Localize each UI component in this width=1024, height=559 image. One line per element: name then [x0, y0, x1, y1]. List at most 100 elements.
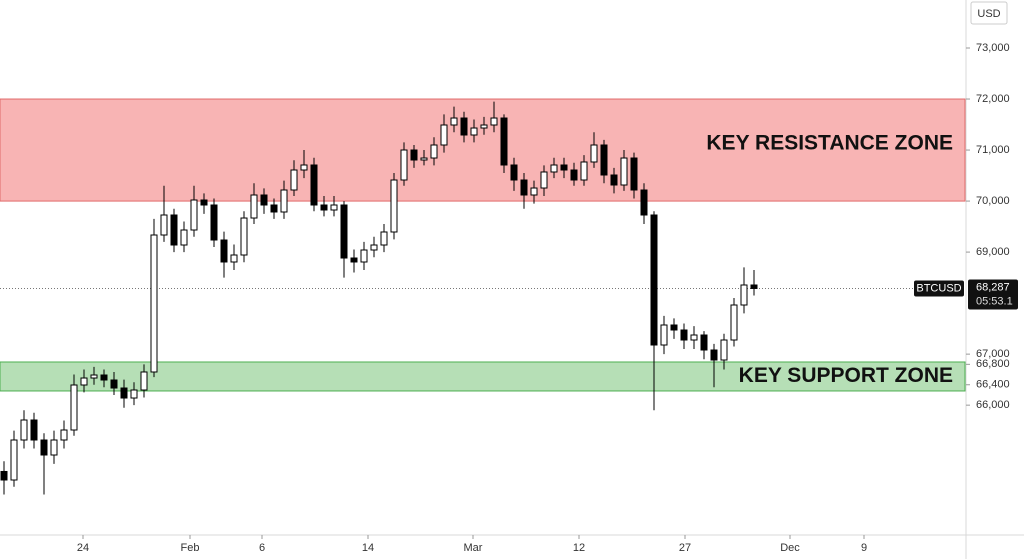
- candle-body: [690, 334, 698, 341]
- candle-body: [0, 470, 8, 481]
- x-tick-label: 6: [259, 542, 265, 554]
- candle-body: [300, 164, 308, 171]
- candle-body: [560, 164, 568, 171]
- candle-body: [320, 204, 328, 211]
- candle-body: [240, 217, 248, 256]
- x-tick-label: Feb: [181, 542, 200, 554]
- candle-body: [650, 214, 658, 346]
- x-tick-label: Dec: [780, 542, 800, 554]
- candle-body: [150, 234, 158, 373]
- currency-box: [970, 1, 1008, 25]
- price-badge: [968, 279, 1018, 310]
- x-tick-label: 14: [362, 542, 374, 554]
- y-tick-label: 69,000: [976, 246, 1010, 258]
- candle-body: [20, 419, 28, 441]
- candle-body: [280, 189, 288, 213]
- candle-body: [340, 204, 348, 259]
- candle-body: [460, 117, 468, 136]
- candle-body: [480, 124, 488, 129]
- candle-body: [600, 144, 608, 176]
- candle-body: [210, 204, 218, 241]
- candle-body: [180, 229, 188, 246]
- x-tick-label: Mar: [464, 542, 483, 554]
- candle-body: [200, 199, 208, 206]
- candle-body: [250, 194, 258, 219]
- zone-label: KEY SUPPORT ZONE: [739, 364, 953, 387]
- candle-body: [500, 117, 508, 166]
- candle-body: [40, 439, 48, 456]
- candle-body: [470, 127, 478, 136]
- candle-body: [510, 164, 518, 181]
- candle-body: [660, 324, 668, 346]
- candle-body: [360, 249, 368, 263]
- candle-body: [750, 284, 758, 289]
- candle-body: [530, 187, 538, 196]
- candle-body: [620, 157, 628, 186]
- candle-body: [140, 371, 148, 391]
- candle-body: [50, 439, 58, 456]
- candle-body: [430, 144, 438, 159]
- candle-body: [610, 174, 618, 186]
- candle-body: [350, 257, 358, 263]
- candle-body: [720, 339, 728, 361]
- candle-body: [680, 329, 688, 341]
- candle-body: [490, 117, 498, 126]
- candle-body: [330, 204, 338, 211]
- candle-body: [640, 189, 648, 216]
- y-tick-label: 72,000: [976, 93, 1010, 105]
- x-tick-label: 27: [679, 542, 691, 554]
- candle-body: [730, 304, 738, 341]
- candle-body: [190, 199, 198, 231]
- candle-body: [540, 171, 548, 189]
- candle-body: [420, 157, 428, 161]
- y-tick-label: 66,800: [976, 358, 1010, 370]
- x-tick-label: 12: [573, 542, 585, 554]
- candle-body: [70, 384, 78, 431]
- candle-body: [400, 149, 408, 181]
- zone-label: KEY RESISTANCE ZONE: [706, 132, 953, 155]
- candle-body: [170, 214, 178, 246]
- zone: [0, 361, 966, 392]
- candle-body: [90, 374, 98, 379]
- candle-body: [570, 169, 578, 181]
- x-tick-label: 24: [77, 542, 89, 554]
- candle-body: [440, 124, 448, 146]
- candle-body: [630, 157, 638, 191]
- candle-body: [110, 379, 118, 389]
- candle-body: [700, 334, 708, 351]
- last-price-label: 68,287: [976, 281, 1010, 293]
- candle-body: [310, 164, 318, 206]
- candle-body: [450, 117, 458, 126]
- candle-body: [60, 429, 68, 441]
- candle-body: [580, 161, 588, 181]
- x-tick-label: 9: [861, 542, 867, 554]
- candle-body: [370, 244, 378, 251]
- candle-body: [10, 439, 18, 481]
- y-tick-label: 67,000: [976, 348, 1010, 360]
- candle-body: [270, 204, 278, 213]
- y-tick-label: 73,000: [976, 42, 1010, 54]
- candle-body: [30, 419, 38, 441]
- y-tick-label: 66,000: [976, 399, 1010, 411]
- candle-body: [130, 389, 138, 399]
- candle-body: [670, 324, 678, 331]
- candle-body: [550, 164, 558, 173]
- candle-body: [410, 149, 418, 161]
- candle-body: [520, 179, 528, 196]
- y-tick-label: 66,400: [976, 379, 1010, 391]
- y-tick-label: 71,000: [976, 144, 1010, 156]
- y-tick-label: 70,000: [976, 195, 1010, 207]
- currency: USD: [977, 8, 1000, 20]
- candle-body: [80, 377, 88, 386]
- candle-body: [100, 374, 108, 381]
- candle-body: [390, 179, 398, 233]
- countdown: 05:53.1: [976, 295, 1013, 307]
- candle-body: [120, 387, 128, 399]
- candle-body: [260, 194, 268, 206]
- symbol-badge: [914, 280, 964, 297]
- zone: [0, 98, 966, 202]
- candle-body: [380, 231, 388, 246]
- candle-body: [220, 239, 228, 263]
